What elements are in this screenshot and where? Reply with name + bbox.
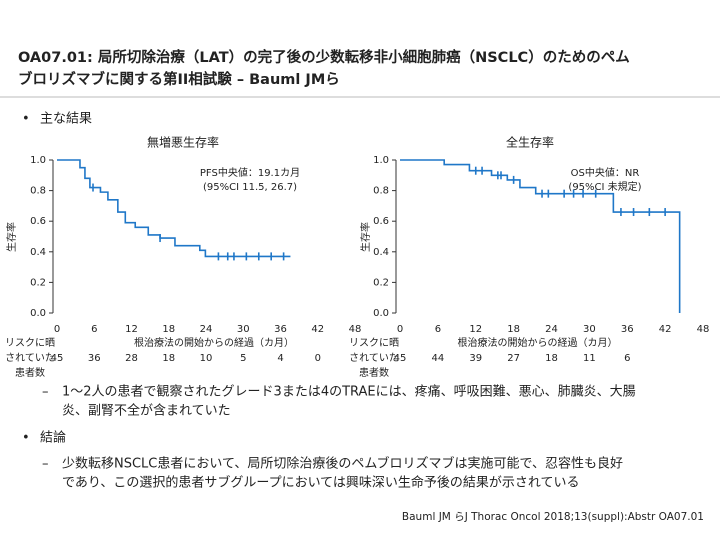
x-tick-label: 0 bbox=[397, 324, 403, 335]
at-risk-count: 18 bbox=[162, 353, 175, 364]
x-tick-label: 6 bbox=[91, 324, 97, 335]
x-tick-label: 36 bbox=[274, 324, 287, 335]
at-risk-count: 5 bbox=[240, 353, 246, 364]
y-tick-label: 0.0 bbox=[30, 308, 46, 319]
bullet: • bbox=[22, 431, 30, 446]
y-tick-label: 1.0 bbox=[30, 155, 46, 166]
at-risk-count: 27 bbox=[507, 353, 520, 364]
annotation: OS中央値：NR bbox=[571, 166, 640, 179]
at-risk-count: 39 bbox=[469, 353, 482, 364]
risk-label: 患者数 bbox=[15, 366, 45, 379]
y-axis-label: 生存率 bbox=[359, 222, 372, 252]
x-tick-label: 30 bbox=[583, 324, 596, 335]
bullet: • bbox=[22, 112, 30, 127]
x-axis-label: 根治療法の開始からの経過（カ月） bbox=[134, 336, 294, 349]
at-risk-count: 45 bbox=[51, 353, 64, 364]
y-tick-label: 0.2 bbox=[373, 277, 389, 288]
x-tick-label: 42 bbox=[311, 324, 324, 335]
x-tick-label: 18 bbox=[507, 324, 520, 335]
risk-label: リスクに晒 bbox=[349, 337, 399, 349]
slide-title: ブロリズマブに関する第II相試験 – Bauml JMら bbox=[18, 70, 340, 88]
slide-title: OA07.01: 局所切除治療（LAT）の完了後の少数転移非小細胞肺癌（NSCL… bbox=[18, 48, 630, 66]
annotation: PFS中央値：19.1カ月 bbox=[200, 166, 300, 179]
x-tick-label: 36 bbox=[621, 324, 634, 335]
x-tick-label: 12 bbox=[125, 324, 138, 335]
at-risk-count: 6 bbox=[624, 353, 630, 364]
x-tick-label: 24 bbox=[200, 324, 213, 335]
x-tick-label: 12 bbox=[469, 324, 482, 335]
at-risk-count: 36 bbox=[88, 353, 101, 364]
y-tick-label: 0.2 bbox=[30, 277, 46, 288]
at-risk-count: 44 bbox=[432, 353, 445, 364]
y-tick-label: 0.4 bbox=[373, 247, 389, 258]
survival-curve bbox=[57, 159, 291, 258]
at-risk-count: 10 bbox=[200, 353, 213, 364]
x-tick-label: 30 bbox=[237, 324, 250, 335]
y-tick-label: 0.6 bbox=[30, 216, 46, 227]
y-tick-label: 0.8 bbox=[373, 186, 389, 197]
y-tick-label: 0.8 bbox=[30, 186, 46, 197]
citation: Bauml JM らJ Thorac Oncol 2018;13(suppl):… bbox=[402, 511, 704, 523]
y-tick-label: 0.0 bbox=[373, 308, 389, 319]
risk-label: されていた bbox=[349, 352, 399, 364]
at-risk-count: 4 bbox=[277, 353, 283, 364]
section-heading: 結論 bbox=[40, 430, 66, 446]
y-axis-label: 生存率 bbox=[5, 222, 18, 252]
x-tick-label: 6 bbox=[435, 324, 441, 335]
risk-label: リスクに晒 bbox=[5, 337, 55, 349]
annotation: (95%CI 未規定) bbox=[568, 180, 641, 193]
at-risk-count: 28 bbox=[125, 353, 138, 364]
annotation: (95%CI 11.5, 26.7) bbox=[203, 182, 297, 193]
at-risk-count: 45 bbox=[394, 353, 407, 364]
y-tick-label: 0.4 bbox=[30, 247, 46, 258]
x-tick-label: 18 bbox=[162, 324, 175, 335]
dash: – bbox=[42, 457, 49, 472]
x-tick-label: 48 bbox=[697, 324, 710, 335]
chart-title: 無増悪生存率 bbox=[147, 135, 219, 150]
x-tick-label: 0 bbox=[54, 324, 60, 335]
risk-label: されていた bbox=[5, 352, 55, 364]
chart-title: 全生存率 bbox=[506, 135, 554, 150]
conclusion-line: 少数転移NSCLC患者において、局所切除治療後のペムブロリズマブは実施可能で、忍… bbox=[62, 456, 623, 472]
survival-curve bbox=[400, 159, 681, 313]
x-axis-label: 根治療法の開始からの経過（カ月） bbox=[458, 336, 618, 349]
y-tick-label: 1.0 bbox=[373, 155, 389, 166]
x-tick-label: 24 bbox=[545, 324, 558, 335]
at-risk-count: 18 bbox=[545, 353, 558, 364]
x-tick-label: 42 bbox=[659, 324, 672, 335]
x-tick-label: 48 bbox=[349, 324, 362, 335]
at-risk-count: 0 bbox=[315, 353, 321, 364]
note-line: 1～2人の患者で観察されたグレード3または4のTRAEには、疼痛、呼吸困難、悪心… bbox=[62, 384, 636, 400]
at-risk-count: 11 bbox=[583, 353, 596, 364]
note-line: 炎、副腎不全が含まれていた bbox=[62, 403, 231, 419]
risk-label: 患者数 bbox=[359, 366, 389, 379]
dash: – bbox=[42, 385, 49, 400]
section-heading: 主な結果 bbox=[40, 112, 92, 127]
conclusion-line: であり、この選択的患者サブグループにおいては興味深い生命予後の結果が示されている bbox=[62, 475, 580, 491]
y-tick-label: 0.6 bbox=[373, 216, 389, 227]
